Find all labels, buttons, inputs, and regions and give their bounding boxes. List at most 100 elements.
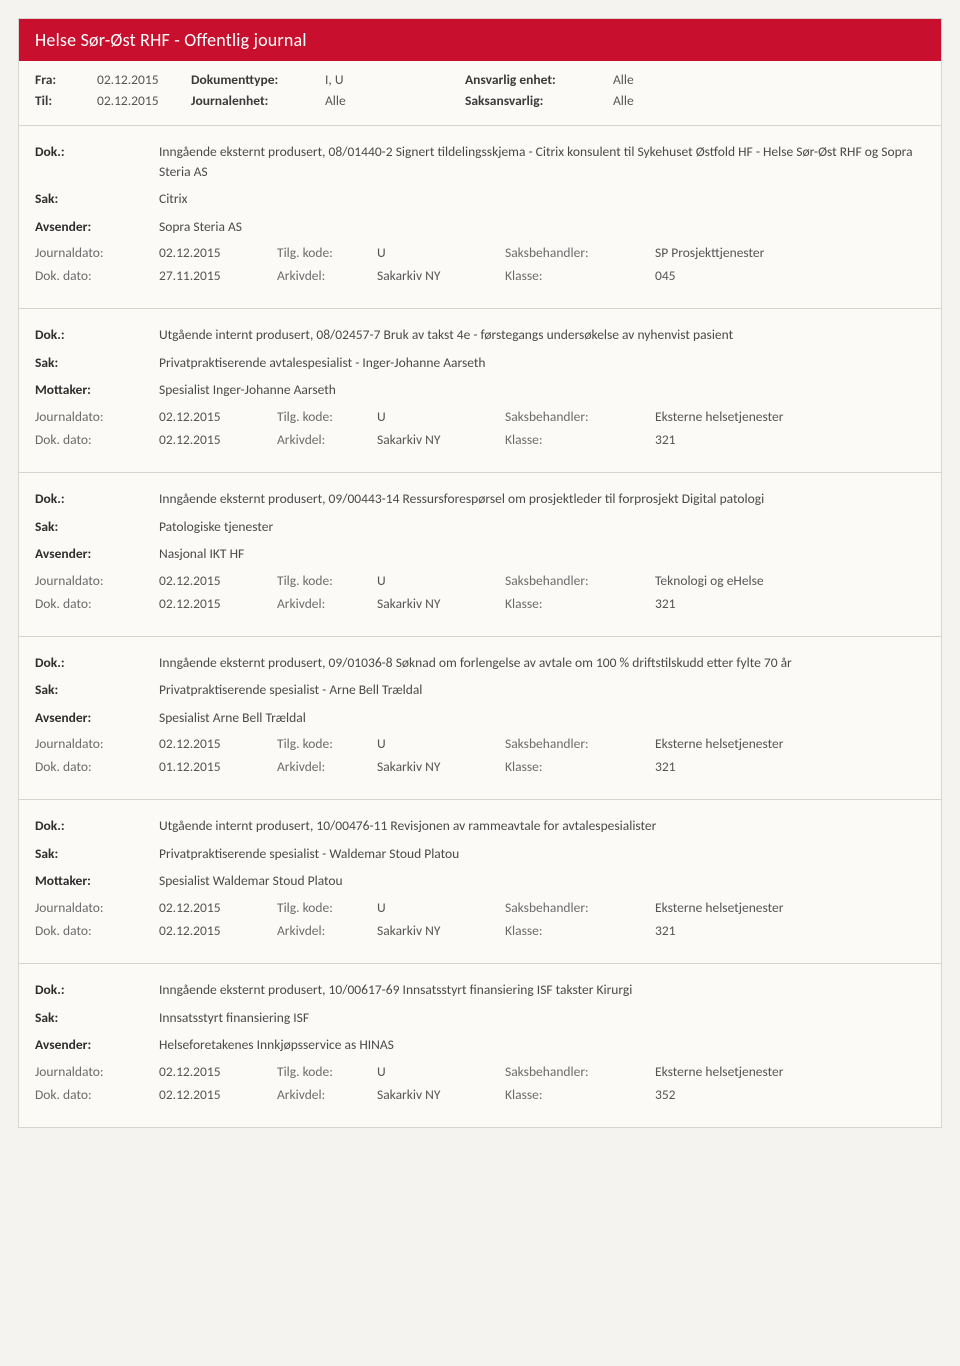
value-fra: 02.12.2015 bbox=[97, 71, 191, 88]
value-arkivdel: Sakarkiv NY bbox=[377, 595, 505, 612]
value-saksbehandler: Eksterne helsetjenester bbox=[655, 735, 925, 752]
row-sak: Sak:Privatpraktiserende spesialist - Arn… bbox=[35, 680, 925, 700]
value-tilgkode: U bbox=[377, 408, 505, 425]
value-arkivdel: Sakarkiv NY bbox=[377, 431, 505, 448]
label-tilgkode: Tilg. kode: bbox=[277, 735, 377, 752]
label-party: Mottaker: bbox=[35, 871, 159, 891]
label-sak: Sak: bbox=[35, 1008, 159, 1028]
value-party: Sopra Steria AS bbox=[159, 217, 925, 237]
label-dokdato: Dok. dato: bbox=[35, 595, 159, 612]
journal-entry: Dok.:Inngående eksternt produsert, 08/01… bbox=[19, 126, 941, 309]
row-meta-1: Journaldato:02.12.2015Tilg. kode:USaksbe… bbox=[35, 899, 925, 916]
row-party: Avsender:Spesialist Arne Bell Trældal bbox=[35, 708, 925, 728]
value-arkivdel: Sakarkiv NY bbox=[377, 758, 505, 775]
label-arkivdel: Arkivdel: bbox=[277, 1086, 377, 1103]
value-journaldato: 02.12.2015 bbox=[159, 572, 277, 589]
label-party: Mottaker: bbox=[35, 380, 159, 400]
row-party: Mottaker:Spesialist Waldemar Stoud Plato… bbox=[35, 871, 925, 891]
label-klasse: Klasse: bbox=[505, 1086, 655, 1103]
value-klasse: 352 bbox=[655, 1086, 925, 1103]
label-dok: Dok.: bbox=[35, 325, 159, 345]
value-party: Helseforetakenes Innkjøpsservice as HINA… bbox=[159, 1035, 925, 1055]
value-saksbehandler: Teknologi og eHelse bbox=[655, 572, 925, 589]
value-klasse: 045 bbox=[655, 267, 925, 284]
row-meta-2: Dok. dato:27.11.2015Arkivdel:Sakarkiv NY… bbox=[35, 267, 925, 284]
label-arkivdel: Arkivdel: bbox=[277, 431, 377, 448]
journal-entry: Dok.:Inngående eksternt produsert, 09/01… bbox=[19, 637, 941, 801]
label-sak: Sak: bbox=[35, 680, 159, 700]
filter-row-2: Til: 02.12.2015 Journalenhet: Alle Saksa… bbox=[35, 92, 925, 109]
page-title: Helse Sør-Øst RHF - Offentlig journal bbox=[35, 29, 307, 51]
label-dokumenttype: Dokumenttype: bbox=[191, 71, 325, 88]
value-journaldato: 02.12.2015 bbox=[159, 244, 277, 261]
label-arkivdel: Arkivdel: bbox=[277, 758, 377, 775]
value-arkivdel: Sakarkiv NY bbox=[377, 922, 505, 939]
label-dokdato: Dok. dato: bbox=[35, 758, 159, 775]
label-dok: Dok.: bbox=[35, 489, 159, 509]
value-tilgkode: U bbox=[377, 735, 505, 752]
value-journaldato: 02.12.2015 bbox=[159, 899, 277, 916]
row-meta-2: Dok. dato:02.12.2015Arkivdel:Sakarkiv NY… bbox=[35, 431, 925, 448]
label-dokdato: Dok. dato: bbox=[35, 1086, 159, 1103]
label-fra: Fra: bbox=[35, 71, 97, 88]
label-sak: Sak: bbox=[35, 844, 159, 864]
label-party: Avsender: bbox=[35, 217, 159, 237]
row-meta-1: Journaldato:02.12.2015Tilg. kode:USaksbe… bbox=[35, 572, 925, 589]
value-tilgkode: U bbox=[377, 572, 505, 589]
value-dok: Utgående internt produsert, 10/00476-11 … bbox=[159, 816, 925, 836]
label-dok: Dok.: bbox=[35, 142, 159, 162]
row-meta-2: Dok. dato:02.12.2015Arkivdel:Sakarkiv NY… bbox=[35, 595, 925, 612]
value-party: Spesialist Waldemar Stoud Platou bbox=[159, 871, 925, 891]
label-tilgkode: Tilg. kode: bbox=[277, 1063, 377, 1080]
label-journaldato: Journaldato: bbox=[35, 244, 159, 261]
value-saksansvarlig: Alle bbox=[613, 92, 634, 109]
label-tilgkode: Tilg. kode: bbox=[277, 408, 377, 425]
row-dok: Dok.:Inngående eksternt produsert, 10/00… bbox=[35, 980, 925, 1000]
label-sak: Sak: bbox=[35, 189, 159, 209]
value-dok: Inngående eksternt produsert, 09/00443-1… bbox=[159, 489, 925, 509]
value-dokdato: 02.12.2015 bbox=[159, 431, 277, 448]
label-party: Avsender: bbox=[35, 1035, 159, 1055]
value-sak: Citrix bbox=[159, 189, 925, 209]
value-saksbehandler: SP Prosjekttjenester bbox=[655, 244, 925, 261]
value-tilgkode: U bbox=[377, 244, 505, 261]
value-klasse: 321 bbox=[655, 431, 925, 448]
value-klasse: 321 bbox=[655, 922, 925, 939]
journal-entry: Dok.:Utgående internt produsert, 10/0047… bbox=[19, 800, 941, 964]
label-saksbehandler: Saksbehandler: bbox=[505, 244, 655, 261]
label-journaldato: Journaldato: bbox=[35, 899, 159, 916]
row-dok: Dok.:Inngående eksternt produsert, 08/01… bbox=[35, 142, 925, 181]
label-dok: Dok.: bbox=[35, 653, 159, 673]
value-klasse: 321 bbox=[655, 758, 925, 775]
label-klasse: Klasse: bbox=[505, 595, 655, 612]
value-sak: Privatpraktiserende spesialist - Arne Be… bbox=[159, 680, 925, 700]
value-journalenhet: Alle bbox=[325, 92, 465, 109]
value-saksbehandler: Eksterne helsetjenester bbox=[655, 408, 925, 425]
value-dokdato: 02.12.2015 bbox=[159, 595, 277, 612]
value-dok: Inngående eksternt produsert, 10/00617-6… bbox=[159, 980, 925, 1000]
value-sak: Innsatsstyrt finansiering ISF bbox=[159, 1008, 925, 1028]
value-ansvarlig: Alle bbox=[613, 71, 634, 88]
label-saksbehandler: Saksbehandler: bbox=[505, 408, 655, 425]
filter-row-1: Fra: 02.12.2015 Dokumenttype: I, U Ansva… bbox=[35, 71, 925, 88]
row-meta-2: Dok. dato:02.12.2015Arkivdel:Sakarkiv NY… bbox=[35, 1086, 925, 1103]
journal-entry: Dok.:Utgående internt produsert, 08/0245… bbox=[19, 309, 941, 473]
label-dok: Dok.: bbox=[35, 980, 159, 1000]
row-sak: Sak:Privatpraktiserende avtalespesialist… bbox=[35, 353, 925, 373]
value-dokdato: 01.12.2015 bbox=[159, 758, 277, 775]
label-klasse: Klasse: bbox=[505, 431, 655, 448]
value-journaldato: 02.12.2015 bbox=[159, 1063, 277, 1080]
value-tilgkode: U bbox=[377, 899, 505, 916]
label-journaldato: Journaldato: bbox=[35, 735, 159, 752]
label-journaldato: Journaldato: bbox=[35, 408, 159, 425]
row-meta-1: Journaldato:02.12.2015Tilg. kode:USaksbe… bbox=[35, 408, 925, 425]
value-sak: Patologiske tjenester bbox=[159, 517, 925, 537]
value-sak: Privatpraktiserende avtalespesialist - I… bbox=[159, 353, 925, 373]
value-arkivdel: Sakarkiv NY bbox=[377, 1086, 505, 1103]
row-meta-2: Dok. dato:01.12.2015Arkivdel:Sakarkiv NY… bbox=[35, 758, 925, 775]
value-dokdato: 27.11.2015 bbox=[159, 267, 277, 284]
row-party: Avsender:Sopra Steria AS bbox=[35, 217, 925, 237]
row-meta-1: Journaldato:02.12.2015Tilg. kode:USaksbe… bbox=[35, 1063, 925, 1080]
row-meta-1: Journaldato:02.12.2015Tilg. kode:USaksbe… bbox=[35, 244, 925, 261]
label-arkivdel: Arkivdel: bbox=[277, 595, 377, 612]
